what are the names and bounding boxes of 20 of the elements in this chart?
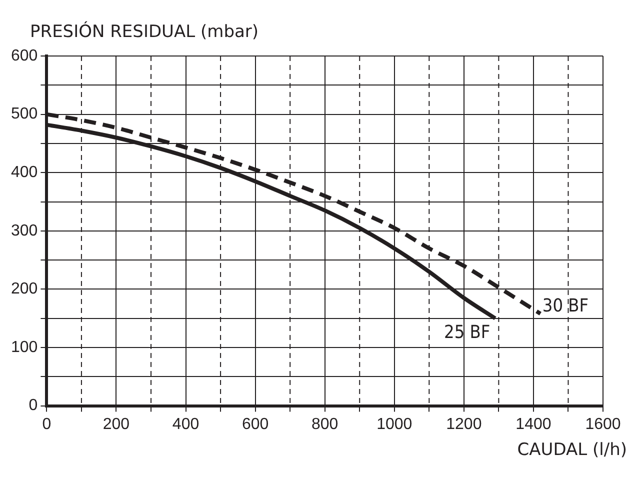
series-label: 30 BF — [542, 295, 589, 316]
x-axis-title: CAUDAL (l/h) — [517, 440, 627, 460]
x-tick-label: 600 — [242, 416, 269, 433]
y-tick-label: 200 — [10, 280, 38, 298]
y-tick-label: 600 — [10, 47, 38, 64]
x-tick-label: 1200 — [446, 416, 482, 433]
y-tick-label: 0 — [28, 397, 38, 414]
x-tick-label: 1000 — [376, 416, 412, 433]
y-tick-label: 500 — [10, 106, 38, 123]
x-tick-label: 200 — [102, 416, 130, 433]
x-tick-label: 400 — [172, 416, 200, 433]
x-tick-label: 1600 — [585, 416, 621, 433]
series-label: 25 BF — [444, 322, 490, 344]
x-tick-label: 0 — [42, 416, 52, 433]
x-tick-label: 800 — [311, 416, 338, 433]
x-tick-label: 1400 — [516, 416, 552, 433]
y-tick-label: 400 — [10, 164, 38, 182]
y-tick-label: 100 — [10, 338, 38, 356]
y-axis-title: PRESIÓN RESIDUAL (mbar) — [30, 22, 259, 42]
y-tick-label: 300 — [10, 222, 38, 240]
